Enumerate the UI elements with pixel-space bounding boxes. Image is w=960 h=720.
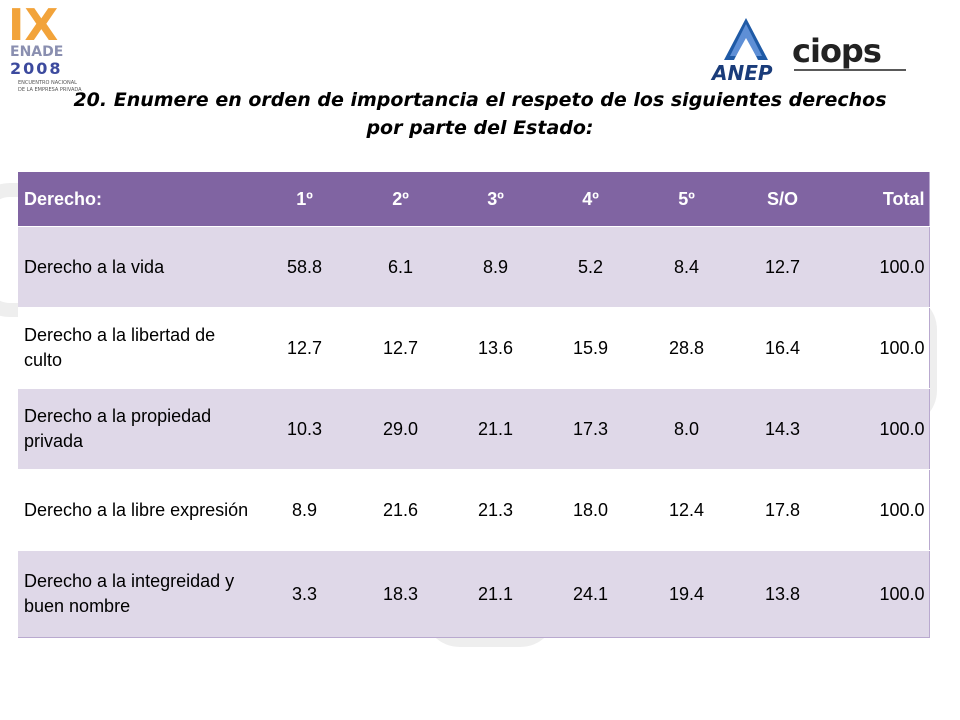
table-row: Derecho a la libre expresión 8.9 21.6 21… <box>18 469 929 551</box>
cell-total: 100.0 <box>830 226 929 308</box>
cell-total: 100.0 <box>830 307 929 389</box>
cell-3: 21.1 <box>448 388 543 470</box>
header-4: 4º <box>543 172 638 227</box>
anep-logo-text: ANEP <box>710 61 773 84</box>
cell-2: 29.0 <box>353 388 448 470</box>
cell-3: 21.1 <box>448 550 543 638</box>
cell-5: 8.0 <box>638 388 735 470</box>
cell-5: 19.4 <box>638 550 735 638</box>
cell-so: 13.8 <box>735 550 830 638</box>
cell-total: 100.0 <box>830 469 929 551</box>
table-row: Derecho a la libertad de culto 12.7 12.7… <box>18 307 929 389</box>
cell-total: 100.0 <box>830 388 929 470</box>
cell-5: 8.4 <box>638 226 735 308</box>
cell-so: 14.3 <box>735 388 830 470</box>
cell-5: 28.8 <box>638 307 735 389</box>
logo-enade-text: ENADE <box>10 44 63 60</box>
cell-so: 17.8 <box>735 469 830 551</box>
cell-1: 12.7 <box>256 307 353 389</box>
table-row: Derecho a la integreidad y buen nombre 3… <box>18 550 929 638</box>
cell-4: 17.3 <box>543 388 638 470</box>
rights-ranking-table: Derecho: 1º 2º 3º 4º 5º S/O Total Derech… <box>18 172 930 638</box>
cell-1: 8.9 <box>256 469 353 551</box>
title-line-2: por parte del Estado: <box>366 117 594 139</box>
header-so: S/O <box>735 172 830 227</box>
cell-4: 24.1 <box>543 550 638 638</box>
cell-4: 5.2 <box>543 226 638 308</box>
header-1: 1º <box>256 172 353 227</box>
cell-so: 12.7 <box>735 226 830 308</box>
cell-1: 10.3 <box>256 388 353 470</box>
header-total: Total <box>830 172 929 227</box>
row-label: Derecho a la propiedad privada <box>18 388 256 470</box>
cell-so: 16.4 <box>735 307 830 389</box>
table-header-row: Derecho: 1º 2º 3º 4º 5º S/O Total <box>18 172 929 227</box>
cell-total: 100.0 <box>830 550 929 638</box>
header-2: 2º <box>353 172 448 227</box>
title-line-1: 20. Enumere en orden de importancia el r… <box>73 89 887 111</box>
row-label: Derecho a la libertad de culto <box>18 307 256 389</box>
header-5: 5º <box>638 172 735 227</box>
cell-4: 18.0 <box>543 469 638 551</box>
cell-1: 58.8 <box>256 226 353 308</box>
cell-2: 12.7 <box>353 307 448 389</box>
ciops-logo: ciops <box>792 32 906 71</box>
table-row: Derecho a la vida 58.8 6.1 8.9 5.2 8.4 1… <box>18 226 929 308</box>
cell-2: 18.3 <box>353 550 448 638</box>
enade-2008-logo: IX ENADE 2008 ENCUENTRO NACIONAL DE LA E… <box>8 0 82 93</box>
cell-3: 21.3 <box>448 469 543 551</box>
cell-4: 15.9 <box>543 307 638 389</box>
logo-ix-text: IX <box>8 0 58 51</box>
row-label: Derecho a la vida <box>18 226 256 308</box>
cell-2: 21.6 <box>353 469 448 551</box>
row-label: Derecho a la integreidad y buen nombre <box>18 550 256 638</box>
logo-sub1-text: ENCUENTRO NACIONAL <box>18 80 77 86</box>
cell-3: 8.9 <box>448 226 543 308</box>
header-derecho: Derecho: <box>18 172 256 227</box>
slide-title: 20. Enumere en orden de importancia el r… <box>40 86 920 142</box>
ciops-logo-text: ciops <box>792 32 881 70</box>
cell-2: 6.1 <box>353 226 448 308</box>
logo-year-text: 2008 <box>10 59 63 78</box>
cell-5: 12.4 <box>638 469 735 551</box>
header-3: 3º <box>448 172 543 227</box>
cell-3: 13.6 <box>448 307 543 389</box>
anep-logo: ANEP <box>710 18 773 84</box>
row-label: Derecho a la libre expresión <box>18 469 256 551</box>
cell-1: 3.3 <box>256 550 353 638</box>
logo-sub2-text: DE LA EMPRESA PRIVADA <box>18 87 82 93</box>
table-row: Derecho a la propiedad privada 10.3 29.0… <box>18 388 929 470</box>
